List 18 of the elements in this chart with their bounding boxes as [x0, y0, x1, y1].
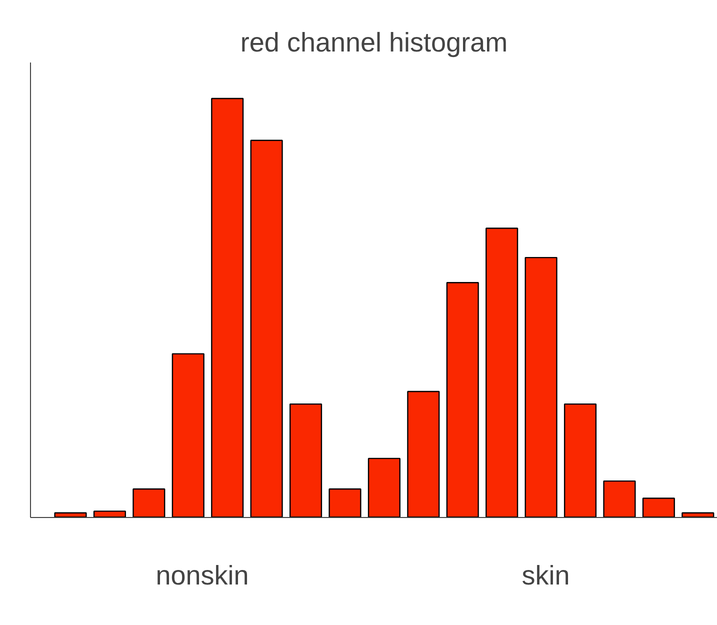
bar — [564, 403, 597, 518]
bar — [211, 98, 244, 518]
bar — [407, 390, 440, 518]
text: skin — [522, 560, 570, 591]
bar — [250, 140, 283, 518]
chart-title: red channel histogram — [240, 28, 508, 58]
bar — [368, 458, 400, 518]
bar — [172, 353, 204, 518]
bar — [603, 480, 636, 518]
bar — [524, 256, 558, 518]
bar — [446, 282, 479, 518]
bar — [93, 510, 126, 518]
bar — [486, 228, 518, 518]
bar — [642, 498, 675, 518]
bar — [289, 403, 322, 518]
text: nonskin — [156, 560, 249, 591]
bar — [328, 488, 362, 518]
bar — [132, 488, 166, 518]
